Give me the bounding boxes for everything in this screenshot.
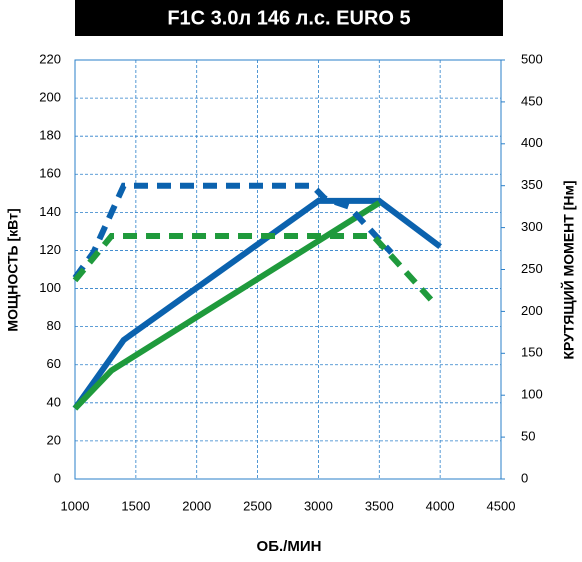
- y2-tick-label: 100: [521, 387, 543, 402]
- plot-border: [74, 59, 502, 480]
- y2-tick-label: 150: [521, 345, 543, 360]
- line-series: [72, 232, 437, 306]
- y-tick-label: 120: [39, 242, 61, 257]
- x-tick-label: 2000: [182, 498, 211, 513]
- y-tick-label: 0: [54, 470, 61, 485]
- y-tick-label: 20: [47, 432, 61, 447]
- y-tick-label: 180: [39, 128, 61, 143]
- y-tick-label: 100: [39, 280, 61, 295]
- y2-tick-label: 500: [521, 51, 543, 66]
- y-tick-label: 200: [39, 90, 61, 105]
- y-tick-label: 40: [47, 394, 61, 409]
- chart-title: F1C 3.0л 146 л.с. EURO 5: [167, 7, 410, 29]
- x-tick-label: 4500: [487, 498, 516, 513]
- x-tick-label: 3000: [304, 498, 333, 513]
- y2-tick-label: 350: [521, 177, 543, 192]
- x-tick-label: 1000: [61, 498, 90, 513]
- y2-tick-label: 0: [521, 470, 528, 485]
- y-tick-label: 220: [39, 51, 61, 66]
- y2-tick-label: 450: [521, 93, 543, 108]
- title-box: [75, 0, 503, 36]
- x-tick-label: 2500: [243, 498, 272, 513]
- x-tick-label: 3500: [365, 498, 394, 513]
- line-series: [72, 200, 381, 411]
- y-tick-label: 80: [47, 318, 61, 333]
- y-tick-label: 60: [47, 356, 61, 371]
- line-series: [72, 182, 394, 280]
- x-tick-label: 4000: [426, 498, 455, 513]
- y-axis-label: МОЩНОСТЬ [кВт]: [5, 208, 21, 331]
- y2-tick-label: 50: [521, 429, 535, 444]
- y-tick-label: 160: [39, 166, 61, 181]
- y2-tick-label: 300: [521, 219, 543, 234]
- x-tick-label: 1500: [121, 498, 150, 513]
- y-tick-label: 140: [39, 204, 61, 219]
- y2-axis-label: КРУТЯЩИЙ МОМЕНТ [Нм]: [560, 180, 577, 359]
- x-axis-label: ОБ./МИН: [257, 538, 322, 555]
- y2-tick-label: 200: [521, 303, 543, 318]
- y2-tick-label: 400: [521, 135, 543, 150]
- y2-tick-label: 250: [521, 261, 543, 276]
- line-series: [72, 197, 442, 411]
